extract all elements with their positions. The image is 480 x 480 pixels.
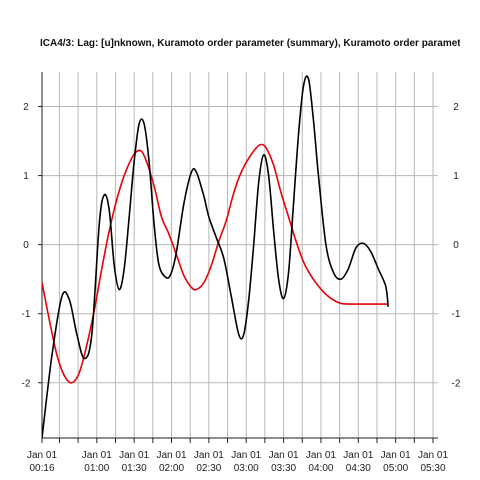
x-tick-label-date: Jan 01 [82,450,112,461]
x-tick-label-time: 05:00 [383,463,408,474]
y-tick-label: 2 [23,102,29,113]
x-tick-label-date: Jan 01 [156,450,186,461]
x-tick-label-date: Jan 01 [418,450,448,461]
x-tick-label-date: Jan 01 [381,450,411,461]
x-tick-label-time: 02:00 [159,463,184,474]
y-tick-label: -2 [22,378,31,389]
x-tick-label-date: Jan 01 [343,450,373,461]
x-tick-label-time: 05:30 [421,463,446,474]
y-tick-label-right: 0 [453,240,459,251]
y-tick-label: 0 [23,240,29,251]
y-tick-label-right: -2 [452,378,461,389]
y-tick-label-right: 1 [453,171,459,182]
x-tick-label-time: 00:16 [29,463,54,474]
x-tick-label-date: Jan 01 [27,450,57,461]
x-tick-label-time: 04:30 [346,463,371,474]
x-tick-label-time: 04:00 [308,463,333,474]
y-tick-label: -1 [22,309,31,320]
x-tick-label-time: 01:00 [84,463,109,474]
y-tick-label: 1 [23,171,29,182]
x-tick-label-time: 03:00 [234,463,259,474]
x-tick-label-time: 02:30 [196,463,221,474]
x-tick-label-time: 03:30 [271,463,296,474]
x-tick-label-date: Jan 01 [119,450,149,461]
x-tick-label-date: Jan 01 [231,450,261,461]
x-tick-label-date: Jan 01 [269,450,299,461]
y-tick-label-right: 2 [453,102,459,113]
series-line-red [42,145,388,383]
x-tick-label-date: Jan 01 [194,450,224,461]
x-tick-label-time: 01:30 [122,463,147,474]
x-tick-label-date: Jan 01 [306,450,336,461]
y-tick-label-right: -1 [452,309,461,320]
series-line-black [42,76,388,438]
